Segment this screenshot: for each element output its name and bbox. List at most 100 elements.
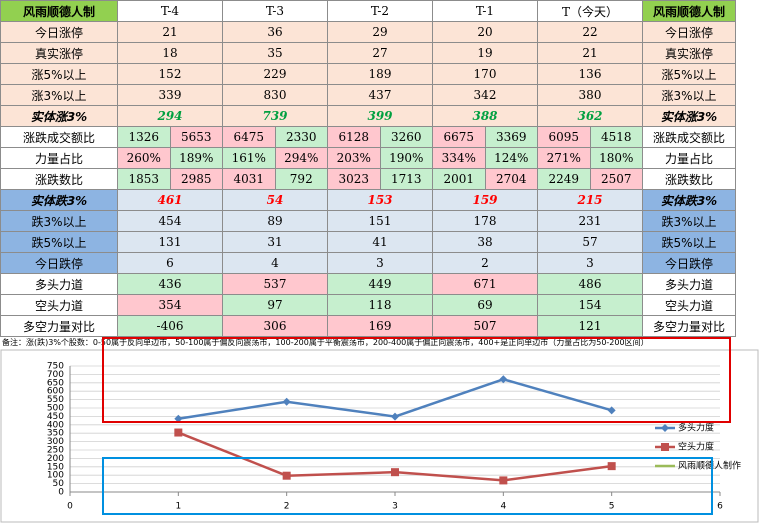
- header-cell: T-3: [222, 0, 328, 22]
- cell: 2249: [537, 168, 591, 190]
- cell: 21: [537, 42, 643, 64]
- cell: 22: [537, 21, 643, 43]
- row-label: 涨跌成交额比: [642, 126, 736, 148]
- table-row: 今日跌停 6 4 3 2 3 今日跌停: [0, 252, 736, 274]
- row-label: 今日涨停: [0, 21, 118, 43]
- row-label: 真实涨停: [0, 42, 118, 64]
- cell: 152: [117, 63, 223, 85]
- cell: 231: [537, 210, 643, 232]
- note: 备注：涨(跌)3%个股数：0-50属于反向单边市，50-100属于偏反向震荡市，…: [2, 338, 649, 347]
- cell: 4518: [589, 126, 643, 148]
- cell: 161%: [222, 147, 276, 169]
- highlight-box: [102, 337, 731, 423]
- cell: 169: [327, 315, 433, 337]
- cell: 19: [432, 42, 538, 64]
- row-label: 实体跌3%: [642, 189, 736, 211]
- cell: 89: [222, 210, 328, 232]
- x-tick-label: 5: [609, 502, 615, 512]
- row-label: 力量占比: [642, 147, 736, 169]
- cell: 170: [432, 63, 538, 85]
- cell: 229: [222, 63, 328, 85]
- cell: 380: [537, 84, 643, 106]
- cell: 36: [222, 21, 328, 43]
- row-label: 实体跌3%: [0, 189, 118, 211]
- marker: [391, 468, 399, 477]
- row-label: 跌5%以上: [642, 231, 736, 253]
- marker: [174, 414, 183, 423]
- cell: 57: [537, 231, 643, 253]
- cell: 830: [222, 84, 328, 106]
- row-label: 跌5%以上: [0, 231, 118, 253]
- header-cell: 风雨顺德人制: [642, 0, 736, 22]
- cell: 27: [327, 42, 433, 64]
- row-label: 涨跌数比: [642, 168, 736, 190]
- x-tick-label: 3: [392, 502, 398, 512]
- y-tick-label: 600: [47, 387, 64, 397]
- cell: 507: [432, 315, 538, 337]
- cell: 38: [432, 231, 538, 253]
- marker: [282, 397, 291, 406]
- cell: 6475: [222, 126, 276, 148]
- cell: 3369: [484, 126, 538, 148]
- cell: 136: [537, 63, 643, 85]
- table-row: 实体跌3% 461 54 153 159 215 实体跌3%: [0, 189, 736, 211]
- cell: 6095: [537, 126, 591, 148]
- cell: 739: [222, 105, 328, 127]
- row-label: 跌3%以上: [0, 210, 118, 232]
- chart-frame: [0, 349, 759, 523]
- cell: 294: [117, 105, 223, 127]
- cell: 2985: [169, 168, 223, 190]
- y-tick-label: 200: [47, 454, 64, 464]
- cell: 124%: [484, 147, 538, 169]
- cell: 306: [222, 315, 328, 337]
- row-label: 涨5%以上: [642, 63, 736, 85]
- cell: 54: [222, 189, 328, 211]
- table-row: 跌3%以上 454 89 151 178 231 跌3%以上: [0, 210, 736, 232]
- x-tick-label: 6: [717, 502, 723, 512]
- cell: 399: [327, 105, 433, 127]
- y-tick-label: 0: [58, 488, 64, 498]
- cell: 20: [432, 21, 538, 43]
- cell: 159: [432, 189, 538, 211]
- marker: [391, 412, 399, 421]
- cell: 215: [537, 189, 643, 211]
- cell: 154: [537, 294, 643, 316]
- cell: 454: [117, 210, 223, 232]
- cell: 178: [432, 210, 538, 232]
- y-tick-label: 500: [47, 404, 64, 414]
- x-tick-label: 2: [284, 502, 290, 512]
- cell: 4: [222, 252, 328, 274]
- cell: 69: [432, 294, 538, 316]
- cell: 461: [117, 189, 223, 211]
- marker: [607, 406, 616, 415]
- table-row: 涨3%以上 339 830 437 342 380 涨3%以上: [0, 84, 736, 106]
- cell: -406: [117, 315, 223, 337]
- cell: 41: [327, 231, 433, 253]
- row-label: 空头力道: [642, 294, 736, 316]
- header-cell: T-1: [432, 0, 538, 22]
- row-label: 真实涨停: [642, 42, 736, 64]
- row-label: 多空力量对比: [642, 315, 736, 337]
- cell: 180%: [589, 147, 643, 169]
- marker: [499, 375, 508, 384]
- row-label: 涨跌数比: [0, 168, 118, 190]
- y-tick-label: 400: [47, 420, 64, 430]
- cell: 35: [222, 42, 328, 64]
- cell: 1713: [379, 168, 433, 190]
- cell: 260%: [117, 147, 171, 169]
- cell: 6128: [327, 126, 381, 148]
- legend-label: 多头力度: [678, 422, 714, 434]
- cell: 2330: [274, 126, 328, 148]
- cell: 2: [432, 252, 538, 274]
- marker: [607, 462, 616, 471]
- cell: 5653: [169, 126, 223, 148]
- y-tick-label: 450: [47, 412, 64, 422]
- row-label: 跌3%以上: [642, 210, 736, 232]
- cell: 18: [117, 42, 223, 64]
- cell: 121: [537, 315, 643, 337]
- row-label: 力量占比: [0, 147, 118, 169]
- cell: 792: [274, 168, 328, 190]
- header-cell: T-2: [327, 0, 433, 22]
- cell: 189%: [169, 147, 223, 169]
- row-label: 涨5%以上: [0, 63, 118, 85]
